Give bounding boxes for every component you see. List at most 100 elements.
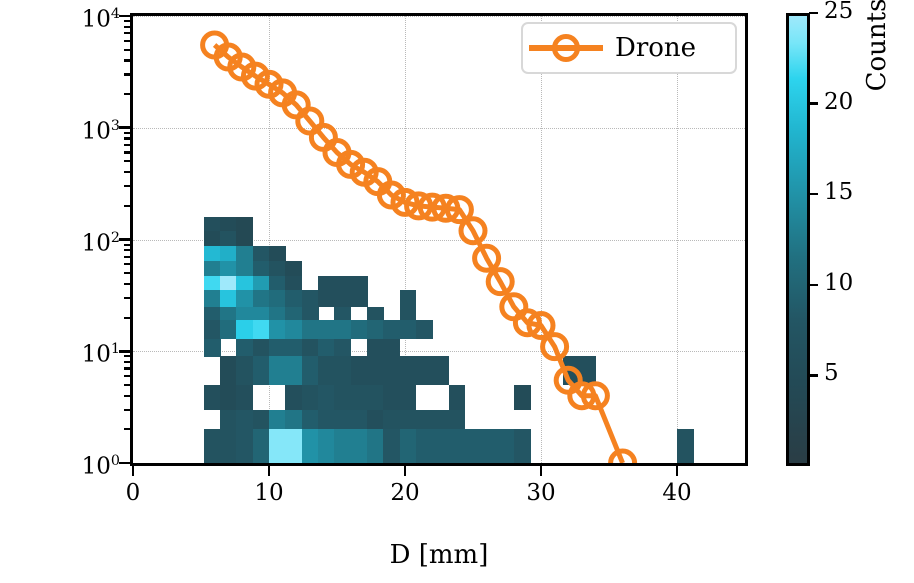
heatmap-cell [317, 290, 335, 308]
heatmap-cell [203, 231, 221, 247]
heatmap-cell [269, 409, 286, 430]
heatmap-cell [269, 356, 286, 386]
x-tick-label: 0 [125, 480, 141, 506]
heatmap-cell [415, 429, 433, 463]
heatmap-cell [350, 384, 368, 411]
heatmap-cell [383, 429, 401, 463]
drone-marker [472, 243, 502, 273]
heatmap-cell [301, 338, 319, 357]
y-tick-minor [123, 39, 130, 42]
x-tick-label: 20 [390, 480, 420, 506]
heatmap-cell [317, 276, 335, 292]
heatmap-cell [269, 429, 286, 463]
heatmap-cell [285, 338, 303, 357]
heatmap-cell [301, 384, 319, 411]
heatmap-cell [236, 338, 254, 357]
y-tick-minor [123, 243, 130, 246]
heatmap-cell [252, 320, 270, 340]
y-tick-major [119, 14, 130, 18]
heatmap-cell [220, 290, 237, 308]
heatmap-cell [334, 356, 352, 386]
heatmap-cell [285, 306, 303, 321]
y-tick-minor [123, 355, 130, 358]
drone-marker [526, 311, 556, 340]
heatmap-cell [399, 384, 417, 411]
colorbar-tick [809, 102, 818, 105]
y-tick-minor [123, 383, 130, 386]
x-tick-major [267, 465, 271, 476]
colorbar[interactable] [786, 13, 810, 466]
heatmap-cell [236, 409, 254, 430]
x-tick-major [675, 465, 679, 476]
heatmap-cell [366, 429, 384, 463]
colorbar-gradient [789, 16, 807, 463]
heatmap-cell [220, 246, 237, 262]
y-tick-major [119, 461, 130, 465]
colorbar-tick [809, 192, 818, 196]
heatmap-cell [383, 384, 401, 411]
x-tick-major [539, 465, 543, 476]
heatmap-cell [236, 356, 254, 386]
heatmap-cell [677, 429, 694, 463]
heatmap-cell [220, 276, 237, 292]
y-tick-minor [123, 137, 130, 140]
heatmap-cell [220, 261, 237, 277]
y-tick-minor [123, 296, 130, 300]
heatmap-cell [399, 429, 417, 463]
heatmap-cell [269, 338, 286, 357]
gridline-vertical [405, 16, 406, 463]
y-tick-minor [123, 204, 130, 207]
drone-marker [580, 381, 610, 411]
heatmap-cell [350, 356, 368, 386]
colorbar-tick [809, 374, 818, 377]
y-tick-minor [123, 408, 130, 411]
legend-marker-drone [523, 28, 609, 68]
heatmap-cell [220, 320, 237, 340]
heatmap-cell [399, 306, 417, 321]
heatmap-cell [383, 409, 401, 430]
y-tick-major [119, 349, 130, 353]
heatmap-cell [236, 261, 254, 277]
heatmap-cell [481, 429, 499, 463]
heatmap-cell [236, 290, 254, 308]
y-tick-minor [123, 282, 130, 286]
y-tick-minor [123, 428, 130, 431]
drone-marker [567, 381, 597, 411]
heatmap-cell [252, 306, 270, 321]
heatmap-cell [220, 384, 237, 411]
colorbar-tick [809, 11, 818, 15]
legend[interactable]: Drone [521, 22, 737, 74]
drone-marker [608, 448, 638, 463]
heatmap-cell [415, 356, 433, 386]
heatmap-cell [220, 216, 237, 233]
heatmap-cell [203, 276, 221, 292]
colorbar-title: Counts [862, 0, 892, 92]
y-tick-minor [123, 367, 130, 370]
heatmap-cell [285, 429, 303, 463]
heatmap-cell [301, 429, 319, 463]
y-tick-minor [123, 93, 130, 96]
heatmap-cell [203, 338, 221, 357]
heatmap-cell [203, 216, 221, 233]
colorbar-tick-label: 25 [824, 0, 854, 24]
heatmap-cell [203, 429, 221, 463]
heatmap-cell [203, 290, 221, 308]
y-tick-minor [123, 151, 130, 154]
legend-label-drone: Drone [615, 33, 697, 63]
heatmap-cell [252, 429, 270, 463]
gridline-vertical [541, 16, 542, 463]
y-tick-minor [123, 185, 130, 188]
drone-marker [485, 267, 515, 297]
heatmap-cell [448, 384, 466, 411]
heatmap-cell [301, 290, 319, 308]
heatmap-cell [301, 306, 319, 321]
gridline-horizontal [133, 127, 745, 129]
heatmap-cell [334, 276, 352, 292]
heatmap-cell [236, 276, 254, 292]
y-tick-major [119, 126, 130, 130]
x-tick-label: 10 [254, 480, 284, 506]
heatmap-cell [448, 429, 466, 463]
heatmap-cell [236, 429, 254, 463]
heatmap-cell [513, 384, 531, 411]
y-tick-label: 100 [81, 453, 120, 480]
